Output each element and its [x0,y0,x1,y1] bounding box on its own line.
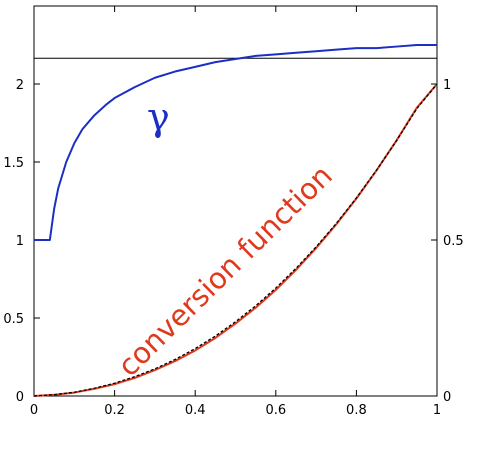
x-tick-label: 0.6 [265,403,286,418]
conversion-function-annotation: conversion function [111,158,339,383]
x-tick-label: 0 [30,403,38,418]
y-left-tick-label: 2 [16,78,24,93]
y-left-tick-label: 0.5 [3,312,24,327]
y-right-tick-label: 1 [443,78,451,93]
x-tick-label: 1 [433,403,441,418]
plot-frame [33,5,438,397]
x-tick-label: 0.8 [346,403,367,418]
gamma-line [34,44,437,241]
conversion-function-line [33,83,438,397]
y-left-tick-label: 0 [16,390,24,405]
gamma-annotation: γ [147,95,170,139]
x-tick-label: 0.2 [104,403,125,418]
y-right-tick-label: 0 [443,390,451,405]
x-tick-label: 0.4 [185,403,206,418]
reference-curve-dashed [33,83,438,397]
y-left-tick-label: 1 [16,234,24,249]
y-right-tick-label: 0.5 [443,234,464,249]
y-left-tick-label: 1.5 [3,156,24,171]
